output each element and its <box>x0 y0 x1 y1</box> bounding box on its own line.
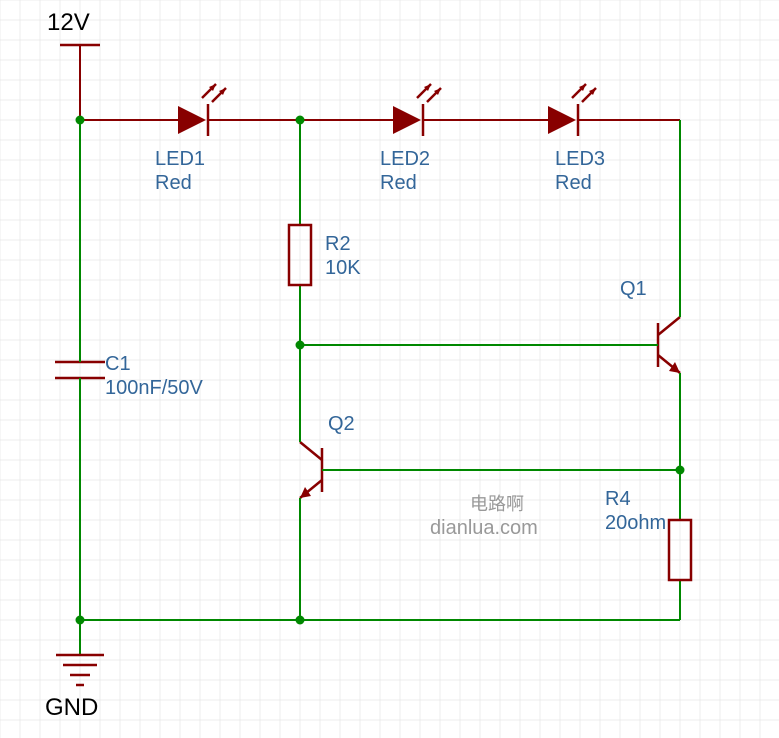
circuit-schematic: 12V GND C1 100nF/50V LED1 Red <box>0 0 779 738</box>
q1-ref: Q1 <box>620 278 647 300</box>
r4-value: 20ohm <box>605 512 666 534</box>
led3 <box>545 84 596 136</box>
capacitor-c1: C1 100nF/50V <box>55 350 204 399</box>
r2-ref: R2 <box>325 233 351 255</box>
led1-value: Red <box>155 172 192 194</box>
c1-value: 100nF/50V <box>105 377 204 399</box>
led3-value: Red <box>555 172 592 194</box>
q2-ref: Q2 <box>328 413 355 435</box>
c1-ref: C1 <box>105 353 131 375</box>
vcc-symbol: 12V <box>47 9 100 45</box>
led1 <box>175 84 226 136</box>
transistor-q2 <box>300 435 342 505</box>
r2-value: 10K <box>325 257 361 279</box>
led3-ref: LED3 <box>555 148 605 170</box>
led2-ref: LED2 <box>380 148 430 170</box>
led2-value: Red <box>380 172 417 194</box>
gnd-symbol: GND <box>45 655 104 721</box>
led1-ref: LED1 <box>155 148 205 170</box>
r4-ref: R4 <box>605 488 631 510</box>
watermark-line2: dianlua.com <box>430 517 538 539</box>
transistor-q1 <box>638 310 680 380</box>
watermark-line1: 电路啊 <box>470 494 524 514</box>
gnd-label: GND <box>45 694 98 721</box>
vcc-label: 12V <box>47 9 90 36</box>
led2 <box>390 84 441 136</box>
